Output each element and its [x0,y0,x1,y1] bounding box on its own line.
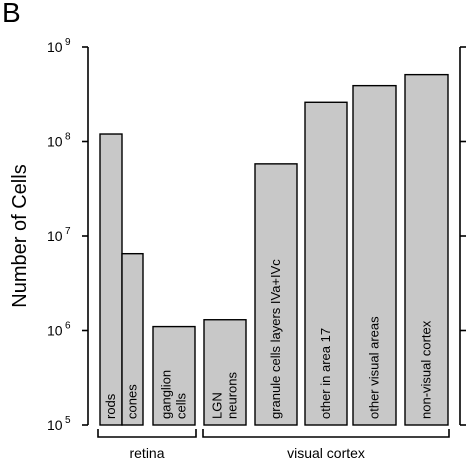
bar [304,101,348,426]
y-tick-label: 10 [47,323,63,339]
group-label: retina [129,445,164,461]
group-label: visual cortex [287,445,365,461]
y-tick-label: 10 [47,228,63,244]
y-tick-label: 10 [47,134,63,150]
group-bracket [97,429,197,438]
bar [254,163,298,426]
group-bracket [202,429,450,438]
y-tick-label: 10 [47,39,63,55]
bar [121,252,144,426]
y-tick-exponent: 5 [65,415,71,426]
bar-label: ganglion [159,370,174,419]
bars: rods cones ganglion cells LGN neurons granule … [99,73,449,426]
bar [152,325,196,426]
bar-label: other in area 17 [318,328,333,419]
bar-label: neurons [225,372,240,419]
bar-label: LGN [210,392,225,419]
bar [99,133,123,426]
y-tick-exponent: 8 [65,132,71,143]
bar-label: non-visual cortex [419,320,434,419]
bar [352,84,397,426]
group-brackets: retina visual cortex [97,429,450,461]
bar-label: cells [174,392,189,419]
y-tick-exponent: 9 [65,37,71,48]
bar [203,319,247,426]
bar [404,73,449,426]
y-axis-label: Number of Cells [9,164,31,307]
bar-label: rods [103,393,118,419]
bar-label: cones [125,384,140,419]
y-tick-exponent: 7 [65,226,71,237]
y-tick-label: 10 [47,417,63,433]
bar-label: granule cells layers IVa+IVc [268,259,283,419]
panel-letter: B [2,0,21,28]
y-tick-exponent: 6 [65,321,71,332]
bar-label: other visual areas [367,316,382,419]
